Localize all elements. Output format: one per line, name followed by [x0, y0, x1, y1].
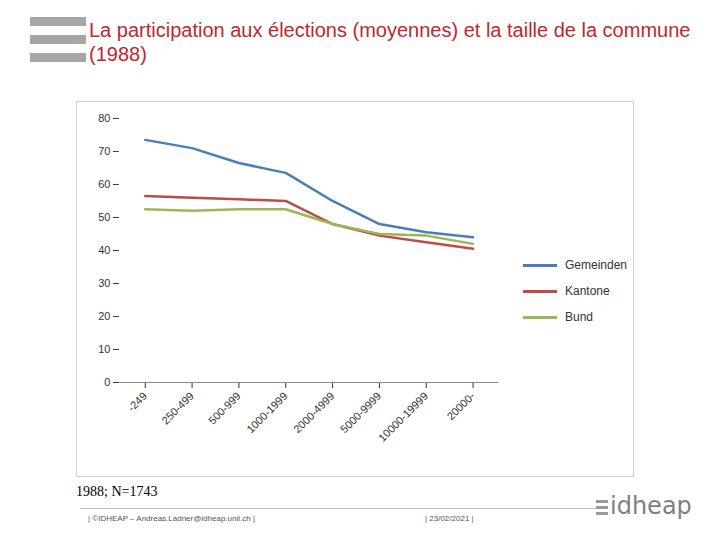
svg-text:5000-9999: 5000-9999: [338, 390, 384, 436]
svg-text:250-499: 250-499: [159, 390, 196, 427]
html-text:idheap: idheap: [610, 492, 692, 520]
html-text:Kantone: Kantone: [565, 284, 610, 298]
svg-text:50: 50: [98, 211, 110, 223]
svg-text:80: 80: [98, 112, 110, 124]
svg-text:-249: -249: [125, 390, 149, 414]
svg-text:10: 10: [98, 343, 110, 355]
svg-text:0: 0: [104, 376, 110, 388]
svg-text:500-999: 500-999: [206, 390, 243, 427]
svg-text:20000-: 20000-: [444, 389, 477, 422]
html-text:Bund: Bund: [565, 310, 593, 324]
svg-text:30: 30: [98, 277, 110, 289]
svg-text:70: 70: [98, 145, 110, 157]
html-text:Gemeinden: Gemeinden: [565, 258, 627, 272]
html-text:La participation aux élections: La participation aux élections (moyennes…: [89, 19, 691, 65]
svg-text:60: 60: [98, 178, 110, 190]
svg-text:10000-19999: 10000-19999: [376, 390, 430, 444]
html-text:| 23/02/2021 |: | 23/02/2021 |: [425, 514, 474, 523]
html-text:1988; N=1743: 1988; N=1743: [76, 484, 158, 499]
svg-text:2000-4999: 2000-4999: [291, 390, 337, 436]
html-text:| ©IDHEAP – Andreas.Ladner@idh: | ©IDHEAP – Andreas.Ladner@idheap.unil.c…: [88, 514, 255, 523]
svg-text:40: 40: [98, 244, 110, 256]
svg-text:1000-1999: 1000-1999: [244, 390, 290, 436]
svg-text:20: 20: [98, 310, 110, 322]
